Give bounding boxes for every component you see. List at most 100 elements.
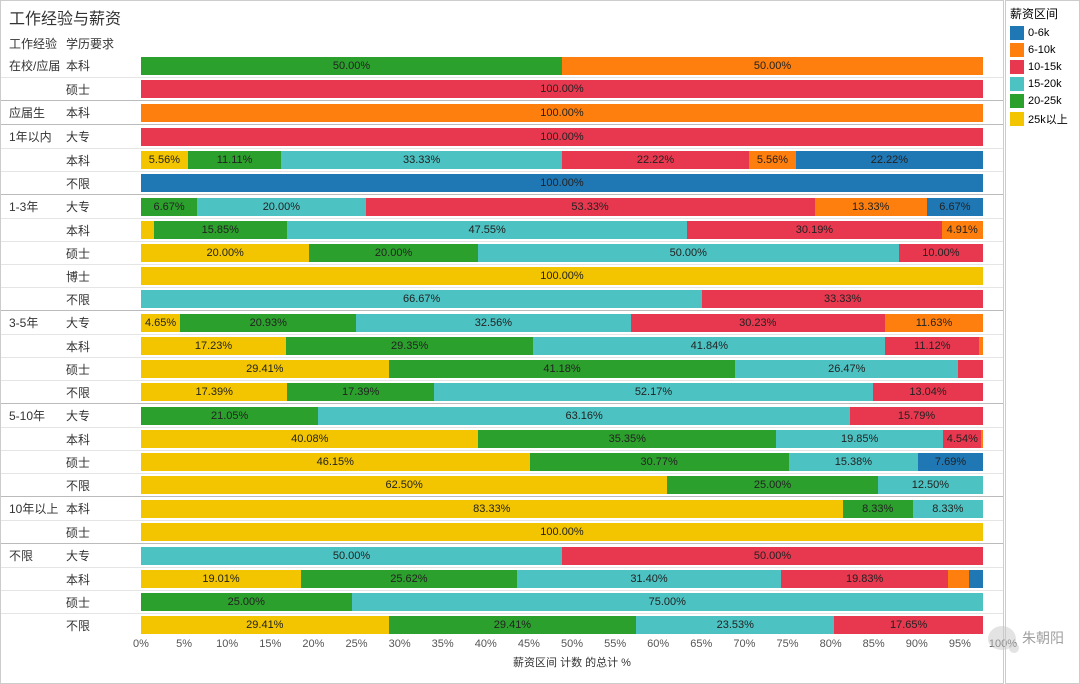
bar-segment[interactable]: 4.91% (942, 221, 983, 239)
bar-segment[interactable] (958, 360, 983, 378)
bar-segment[interactable]: 29.41% (141, 360, 389, 378)
bar-segment[interactable]: 6.67% (927, 198, 983, 216)
bar-segment[interactable]: 15.85% (154, 221, 287, 239)
bar-segment[interactable]: 31.40% (517, 570, 781, 588)
education-cell: 硕士 (66, 245, 141, 262)
bar-segment[interactable]: 6.67% (141, 198, 197, 216)
table-row: 硕士25.00%75.00% (1, 590, 1003, 613)
bar-segment[interactable]: 15.38% (789, 453, 918, 471)
bar-segment[interactable]: 21.05% (141, 407, 318, 425)
bar-segment[interactable]: 33.33% (281, 151, 562, 169)
bar-segment[interactable]: 50.00% (562, 57, 983, 75)
bar-segment[interactable]: 10.00% (899, 244, 983, 262)
bar-segment[interactable]: 12.50% (878, 476, 983, 494)
header-bars-spacer (141, 35, 1003, 52)
bar-segment[interactable]: 5.56% (141, 151, 188, 169)
bar-segment[interactable]: 41.84% (533, 337, 885, 355)
bar-segment[interactable] (979, 337, 983, 355)
legend-item[interactable]: 20-25k (1010, 94, 1075, 108)
bar-segment[interactable]: 11.12% (885, 337, 979, 355)
bar-segment[interactable]: 100.00% (141, 267, 983, 285)
legend-item[interactable]: 10-15k (1010, 60, 1075, 74)
experience-cell: 应届生 (1, 104, 66, 121)
bar-segment[interactable]: 29.41% (389, 616, 637, 634)
legend-item[interactable]: 15-20k (1010, 77, 1075, 91)
bar-segment[interactable]: 23.53% (636, 616, 834, 634)
bar-segment[interactable]: 26.47% (735, 360, 958, 378)
bar-segment[interactable]: 25.00% (667, 476, 878, 494)
stacked-bar: 19.01%25.62%31.40%19.83% (141, 570, 1003, 588)
bar-segment[interactable]: 100.00% (141, 128, 983, 146)
bar-segment[interactable]: 19.01% (141, 570, 301, 588)
bar-segment[interactable]: 15.79% (850, 407, 983, 425)
bar-segment[interactable]: 8.33% (913, 500, 983, 518)
bar-segment[interactable]: 20.00% (197, 198, 365, 216)
bar-segment[interactable]: 100.00% (141, 174, 983, 192)
bar-segment[interactable]: 17.39% (287, 383, 433, 401)
bar-segment[interactable]: 22.22% (796, 151, 983, 169)
bar-segment[interactable]: 50.00% (562, 547, 983, 565)
bar-segment[interactable]: 19.83% (781, 570, 948, 588)
bar-segment[interactable]: 35.35% (478, 430, 776, 448)
legend-item[interactable]: 25k以上 (1010, 111, 1075, 127)
bar-segment[interactable]: 17.39% (141, 383, 287, 401)
bar-segment[interactable]: 52.17% (434, 383, 873, 401)
legend-item[interactable]: 0-6k (1010, 26, 1075, 40)
bar-segment[interactable]: 41.18% (389, 360, 736, 378)
bar-segment[interactable]: 4.54% (943, 430, 981, 448)
bar-segment[interactable]: 47.55% (287, 221, 687, 239)
bar-segment[interactable]: 11.63% (885, 314, 983, 332)
bar-segment[interactable]: 25.62% (301, 570, 517, 588)
bar-segment[interactable]: 53.33% (366, 198, 815, 216)
stacked-bar: 50.00%50.00% (141, 57, 1003, 75)
bar-segment[interactable]: 17.65% (834, 616, 983, 634)
bar-segment[interactable] (948, 570, 969, 588)
bar-segment[interactable]: 100.00% (141, 523, 983, 541)
bar-segment[interactable]: 100.00% (141, 104, 983, 122)
bar-segment[interactable]: 8.33% (843, 500, 913, 518)
bar-segment[interactable]: 22.22% (562, 151, 749, 169)
bar-segment[interactable]: 62.50% (141, 476, 667, 494)
bar-segment[interactable]: 40.08% (141, 430, 478, 448)
bar-segment[interactable] (981, 430, 983, 448)
bar-segment[interactable]: 63.16% (318, 407, 850, 425)
stacked-bar: 100.00% (141, 267, 1003, 285)
x-tick: 35% (432, 638, 454, 650)
bar-segment[interactable]: 19.85% (776, 430, 943, 448)
bar-segment[interactable]: 100.00% (141, 80, 983, 98)
bar-segment[interactable]: 75.00% (352, 593, 984, 611)
bar-segment[interactable]: 50.00% (478, 244, 899, 262)
bar-segment[interactable]: 20.00% (309, 244, 477, 262)
experience-cell: 在校/应届 (1, 57, 66, 74)
bar-segment[interactable]: 30.77% (530, 453, 789, 471)
bar-segment[interactable]: 17.23% (141, 337, 286, 355)
bar-segment[interactable] (969, 570, 983, 588)
bar-segment[interactable]: 4.65% (141, 314, 180, 332)
bar-segment[interactable]: 83.33% (141, 500, 843, 518)
bar-segment[interactable]: 29.41% (141, 616, 389, 634)
education-cell: 不限 (66, 477, 141, 494)
x-axis-ticks: 0%5%10%15%20%25%30%35%40%45%50%55%60%65%… (141, 638, 1003, 654)
bar-segment[interactable]: 30.19% (687, 221, 941, 239)
bar-segment[interactable]: 5.56% (749, 151, 796, 169)
bar-segment[interactable]: 11.11% (188, 151, 282, 169)
bar-segment[interactable]: 25.00% (141, 593, 352, 611)
bar-segment[interactable]: 29.35% (286, 337, 533, 355)
bar-segment[interactable]: 33.33% (702, 290, 983, 308)
stacked-bar: 100.00% (141, 128, 1003, 146)
bar-segment[interactable]: 13.04% (873, 383, 983, 401)
bar-segment[interactable]: 50.00% (141, 57, 562, 75)
bar-segment[interactable]: 13.33% (815, 198, 927, 216)
bar-segment[interactable]: 32.56% (356, 314, 630, 332)
chart-rows: 在校/应届本科50.00%50.00%硕士100.00%应届生本科100.00%… (1, 54, 1003, 636)
bar-segment[interactable]: 30.23% (631, 314, 886, 332)
bar-segment[interactable]: 7.69% (918, 453, 983, 471)
bar-segment[interactable]: 20.93% (180, 314, 356, 332)
bar-segment[interactable]: 50.00% (141, 547, 562, 565)
bar-segment[interactable] (141, 221, 154, 239)
legend-item[interactable]: 6-10k (1010, 43, 1075, 57)
bar-segment[interactable]: 20.00% (141, 244, 309, 262)
bar-segment[interactable]: 66.67% (141, 290, 702, 308)
bar-segment[interactable]: 46.15% (141, 453, 530, 471)
x-tick: 70% (733, 638, 755, 650)
